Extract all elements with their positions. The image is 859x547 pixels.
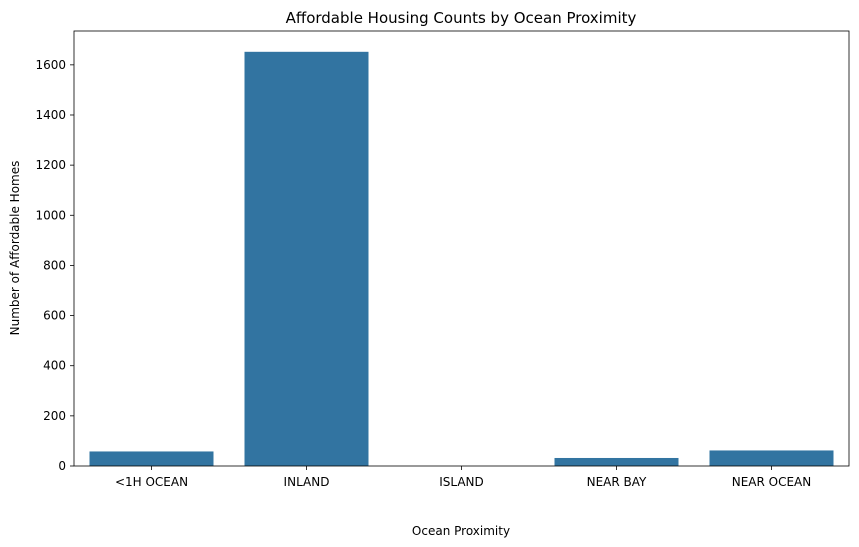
y-axis-label: Number of Affordable Homes <box>8 161 22 336</box>
bars-group <box>89 51 834 466</box>
x-tick-label: NEAR OCEAN <box>732 475 812 489</box>
y-tick-label: 1000 <box>35 208 66 222</box>
plot-frame <box>73 30 850 467</box>
x-axis-label: Ocean Proximity <box>412 524 510 538</box>
x-tick-label: NEAR BAY <box>587 475 647 489</box>
y-tick-label: 400 <box>43 359 66 373</box>
bar-near-ocean <box>709 450 834 466</box>
y-tick-label: 1600 <box>35 58 66 72</box>
x-tick-label: <1H OCEAN <box>115 475 188 489</box>
y-tick-label: 800 <box>43 258 66 272</box>
y-tick-label: 0 <box>58 459 66 473</box>
chart-title: Affordable Housing Counts by Ocean Proxi… <box>286 9 637 27</box>
y-tick-label: 600 <box>43 309 66 323</box>
bar-near-bay <box>554 457 679 466</box>
x-tick-label: ISLAND <box>439 475 484 489</box>
x-axis: <1H OCEAN INLAND ISLAND NEAR BAY NEAR OCEAN <box>115 466 811 489</box>
y-tick-label: 1400 <box>35 108 66 122</box>
bar-1h-ocean <box>89 451 214 466</box>
y-axis: 0 200 400 600 800 1000 1200 1400 1600 <box>35 58 74 473</box>
x-tick-label: INLAND <box>284 475 330 489</box>
y-tick-label: 1200 <box>35 158 66 172</box>
y-tick-label: 200 <box>43 409 66 423</box>
bar-inland <box>244 51 369 466</box>
